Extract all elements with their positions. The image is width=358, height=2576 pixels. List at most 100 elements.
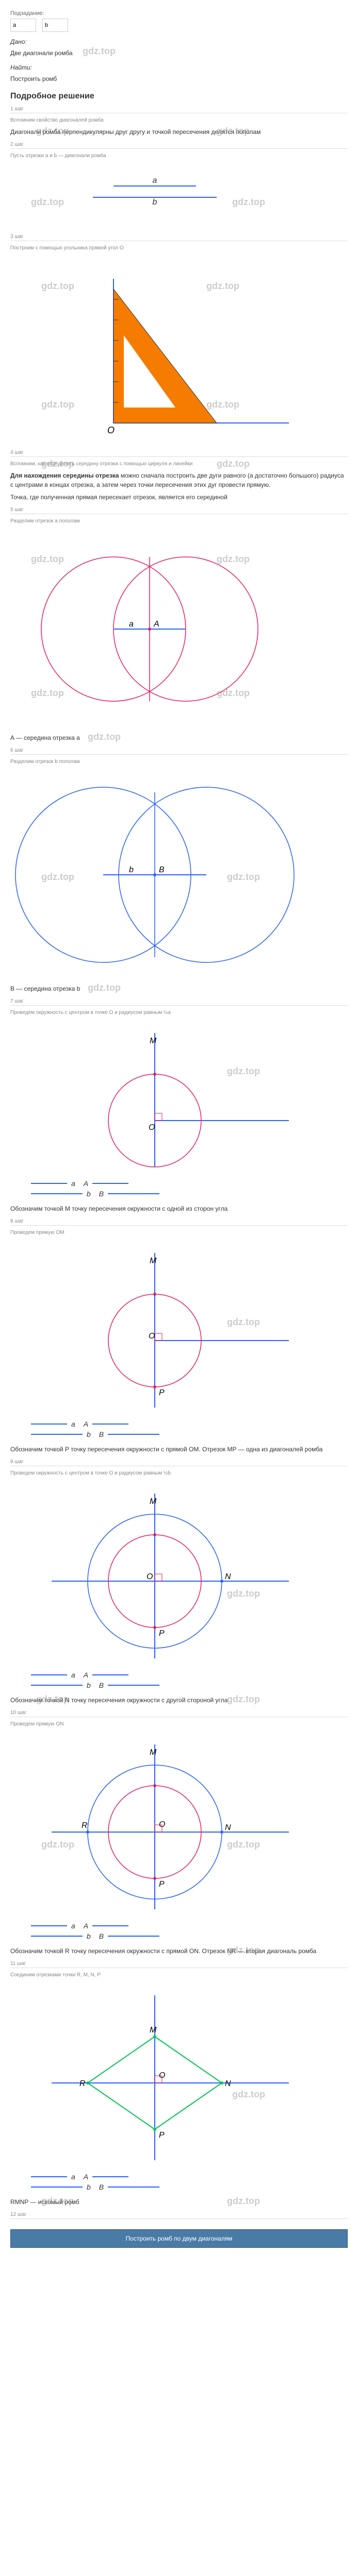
step-9-tag: 9 шаг xyxy=(10,1459,348,1466)
svg-text:M: M xyxy=(150,1037,157,1045)
solution-title: Подробное решение xyxy=(10,92,348,101)
find-text: Построить ромб xyxy=(10,74,348,83)
svg-text:O: O xyxy=(159,2071,165,2080)
figure-on-line: gdz.top gdz.top O M P N R aA bB xyxy=(10,1734,348,1940)
step-1-tag: 1 шаг xyxy=(10,106,348,113)
svg-text:gdz.top: gdz.top xyxy=(41,1839,74,1850)
step-4-text1: Для нахождения середины отрезка можно сн… xyxy=(10,471,348,489)
svg-text:O: O xyxy=(149,1332,155,1341)
step-3-label: Построим с помощью угольника прямой угол… xyxy=(10,244,348,252)
subtask-label: Подзадание: xyxy=(10,10,348,16)
svg-right-angle: gdz.top gdz.top gdz.top gdz.top O xyxy=(10,258,299,444)
step-9-label: Проведем окружность с центром в точке O … xyxy=(10,1469,348,1477)
seg-a-line xyxy=(113,185,196,187)
svg-text:M: M xyxy=(150,1497,157,1506)
figure-bisect-b: gdz.top gdz.top b B xyxy=(10,772,348,978)
step-2-label: Пусть отрезки a и b — диагонали ромба xyxy=(10,152,348,160)
figure-second-circle: gdz.top O M P N aA bB xyxy=(10,1483,348,1689)
svg-text:gdz.top: gdz.top xyxy=(41,872,74,882)
svg-text:P: P xyxy=(159,1629,165,1638)
step-5-tag: 5 шаг xyxy=(10,507,348,514)
svg-text:B: B xyxy=(159,866,165,874)
svg-text:a: a xyxy=(129,620,134,629)
watermark: gdz.top xyxy=(88,730,121,744)
svg-text:R: R xyxy=(82,1821,88,1830)
svg-text:gdz.top: gdz.top xyxy=(41,399,74,410)
svg-text:gdz.top: gdz.top xyxy=(227,1588,260,1599)
watermark: gdz.top xyxy=(227,1692,260,1706)
svg-text:gdz.top: gdz.top xyxy=(206,281,239,291)
svg-rhombus: gdz.top O M P N R xyxy=(10,1985,299,2171)
svg-circle-om: gdz.top O M xyxy=(10,1023,299,1177)
svg-text:gdz.top: gdz.top xyxy=(232,2089,265,2099)
svg-text:M: M xyxy=(150,1257,157,1265)
svg-text:P: P xyxy=(159,2131,165,2140)
figure-right-angle: gdz.top gdz.top gdz.top gdz.top O xyxy=(10,258,348,444)
step-11-text: Обозначим точкой R точку пересечения окр… xyxy=(10,1946,348,1956)
given-heading: Дано: xyxy=(10,38,348,45)
watermark: gdz.top xyxy=(232,197,265,208)
svg-text:O: O xyxy=(107,425,115,435)
watermark: gdz.top xyxy=(227,2194,260,2208)
figure-om-line: gdz.top O M P aA bB xyxy=(10,1243,348,1438)
watermark: gdz.top xyxy=(217,457,250,471)
svg-text:gdz.top: gdz.top xyxy=(227,872,260,882)
svg-text:O: O xyxy=(147,1572,153,1581)
step-8-text: Обозначим точкой M точку пересечения окр… xyxy=(10,1204,348,1213)
svg-text:N: N xyxy=(225,1823,231,1832)
bottom-banner: Построить ромб по двум диагоналям xyxy=(10,2229,348,2248)
svg-on-line: gdz.top gdz.top O M P N R xyxy=(10,1734,299,1920)
step-1-text: Диагонали ромба перпендикулярны друг дру… xyxy=(10,127,348,137)
seg-b-label: b xyxy=(93,198,217,207)
find-heading: Найти: xyxy=(10,64,348,71)
step-4-label: Вспомним, как определить середину отрезк… xyxy=(10,460,348,468)
figure-bisect-a: gdz.top gdz.top gdz.top gdz.top a A xyxy=(10,531,348,727)
svg-bisect-b: gdz.top gdz.top b B xyxy=(10,772,299,978)
step-4-tag: 4 шаг xyxy=(10,450,348,457)
input-b[interactable] xyxy=(42,19,68,32)
step-5-result: A — середина отрезка a gdz.top xyxy=(10,733,348,742)
svg-text:R: R xyxy=(79,2079,86,2088)
step-8-label: Проведем прямую OM xyxy=(10,1229,348,1236)
svg-text:gdz.top: gdz.top xyxy=(206,399,239,410)
svg-text:O: O xyxy=(159,1820,165,1829)
step-11-label: Соединим отрезками точки R, M, N, P xyxy=(10,1971,348,1979)
step-6-label: Разделим отрезок b пополам xyxy=(10,758,348,766)
step-10-text: Обозначим точкой N точку пересечения окр… xyxy=(10,1696,348,1705)
watermark: gdz.top xyxy=(83,44,116,58)
svg-bisect-a: gdz.top gdz.top gdz.top gdz.top a A xyxy=(10,531,299,727)
figure-segments: gdz.top gdz.top a b xyxy=(10,166,348,228)
step-7-label: Проведем окружность с центром в точке O … xyxy=(10,1009,348,1016)
figure-circle-om: gdz.top O M aA bB xyxy=(10,1023,348,1198)
svg-text:P: P xyxy=(159,1388,165,1397)
inputs-row xyxy=(10,19,348,32)
step-3-tag: 3 шаг xyxy=(10,234,348,241)
svg-text:gdz.top: gdz.top xyxy=(227,1317,260,1327)
watermark: gdz.top xyxy=(88,981,121,995)
step-5-label: Разделим отрезок а пополам xyxy=(10,517,348,525)
step-11-tag: 11 шаг xyxy=(10,1961,348,1968)
svg-text:M: M xyxy=(150,1748,157,1757)
svg-om-line: gdz.top O M P xyxy=(10,1243,299,1418)
step-12-result: RMNP — искомый ромб gdz.top gdz.top xyxy=(10,2197,348,2207)
step-6-result: B — середина отрезка b gdz.top xyxy=(10,984,348,993)
step-6-tag: 6 шаг xyxy=(10,748,348,755)
svg-text:M: M xyxy=(150,2026,157,2035)
figure-rhombus: gdz.top O M P N R aA bB xyxy=(10,1985,348,2191)
step-4-text2: Точка, где полученная прямая пересекает … xyxy=(10,493,348,502)
svg-text:O: O xyxy=(149,1123,155,1132)
svg-text:gdz.top: gdz.top xyxy=(41,281,74,291)
watermark: gdz.top xyxy=(31,197,64,208)
svg-text:gdz.top: gdz.top xyxy=(227,1839,260,1850)
input-a[interactable] xyxy=(10,19,36,32)
svg-text:N: N xyxy=(225,2079,231,2088)
svg-second-circle: gdz.top O M P N xyxy=(10,1483,299,1669)
seg-a-label: a xyxy=(113,176,196,185)
step-10-tag: 10 шаг xyxy=(10,1710,348,1717)
svg-text:gdz.top: gdz.top xyxy=(217,554,250,564)
step-10-label: Проведем прямую ON xyxy=(10,1720,348,1728)
svg-text:A: A xyxy=(153,620,159,629)
step-9-text: Обозначим точкой P точку пересечения окр… xyxy=(10,1445,348,1454)
svg-text:P: P xyxy=(159,1880,165,1889)
given-text: Две диагонали ромба gdz.top xyxy=(10,48,348,58)
